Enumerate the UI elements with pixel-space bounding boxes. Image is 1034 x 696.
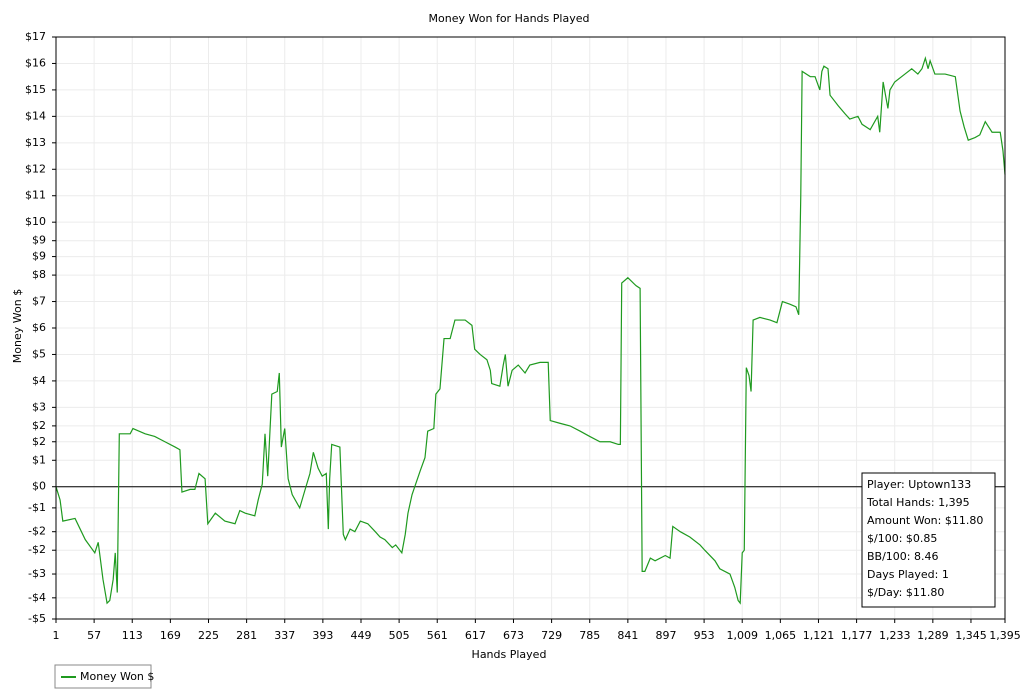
stats-line: $/Day: $11.80: [867, 586, 944, 599]
plot-frame: [55, 36, 1006, 620]
legend: Money Won $: [54, 664, 154, 689]
x-tick-label: 1: [53, 629, 60, 642]
y-tick-label: $14: [25, 109, 46, 122]
legend-label: Money Won $: [80, 670, 154, 683]
y-tick-label: $15: [25, 83, 46, 96]
data-line: [55, 55, 1006, 605]
x-tick-label: 785: [579, 629, 600, 642]
stats-box: Player: Uptown133 Total Hands: 1,395 Amoun…: [861, 472, 996, 608]
x-tick-label: 57: [87, 629, 101, 642]
y-tick-label: $6: [32, 321, 46, 334]
x-tick-label: 953: [694, 629, 715, 642]
x-tick-label: 281: [236, 629, 257, 642]
y-tick-label: $16: [25, 56, 46, 69]
x-tick-label: 1,345: [955, 629, 987, 642]
y-tick-label: $8: [32, 268, 46, 281]
grid: $17$16$15$14$13$12$11$10$9$9$8$7$6$5$4$3…: [25, 30, 1021, 642]
y-axis-label: Money Won $: [11, 289, 24, 363]
y-tick-label: $3: [32, 400, 46, 413]
y-tick-label: $10: [25, 215, 46, 228]
y-tick-label: $2: [32, 435, 46, 448]
x-tick-label: 673: [503, 629, 524, 642]
x-tick-label: 225: [198, 629, 219, 642]
x-tick-label: 1,233: [879, 629, 911, 642]
y-tick-label: $9: [32, 234, 46, 247]
x-tick-label: 1,177: [841, 629, 873, 642]
x-tick-label: 337: [274, 629, 295, 642]
x-tick-label: 561: [427, 629, 448, 642]
y-tick-label: $1: [32, 453, 46, 466]
y-tick-label: $2: [32, 419, 46, 432]
x-tick-label: 1,121: [803, 629, 835, 642]
y-tick-label: $9: [32, 250, 46, 263]
x-tick-label: 449: [350, 629, 371, 642]
plot: [55, 55, 1006, 605]
y-tick-label: $11: [25, 189, 46, 202]
stats-line: Amount Won: $11.80: [867, 514, 983, 527]
stats-frame: [861, 472, 996, 608]
y-tick-label: -$4: [28, 591, 46, 604]
y-tick-label: -$1: [28, 501, 46, 514]
stats-line: Player: Uptown133: [867, 478, 971, 491]
x-tick-label: 505: [389, 629, 410, 642]
x-tick-label: 393: [312, 629, 333, 642]
stats-line: Days Played: 1: [867, 568, 949, 581]
y-tick-label: -$2: [28, 543, 46, 556]
y-tick-label: $4: [32, 374, 46, 387]
x-axis-label: Hands Played: [472, 648, 547, 661]
x-tick-label: 113: [122, 629, 143, 642]
y-tick-label: -$3: [28, 567, 46, 580]
x-tick-label: 841: [617, 629, 638, 642]
x-tick-label: 1,009: [726, 629, 758, 642]
y-tick-label: $7: [32, 295, 46, 308]
chart-title: Money Won for Hands Played: [429, 12, 590, 25]
y-tick-label: $0: [32, 480, 46, 493]
y-tick-label: $12: [25, 162, 46, 175]
stats-line: BB/100: 8.46: [867, 550, 939, 563]
stats-line: Total Hands: 1,395: [866, 496, 970, 509]
y-tick-label: -$2: [28, 525, 46, 538]
x-tick-label: 617: [465, 629, 486, 642]
stats-line: $/100: $0.85: [867, 532, 937, 545]
y-tick-label: $13: [25, 136, 46, 149]
x-tick-label: 1,065: [765, 629, 797, 642]
legend-frame: [54, 664, 152, 689]
x-tick-label: 1,395: [989, 629, 1021, 642]
x-tick-label: 897: [655, 629, 676, 642]
x-tick-label: 169: [160, 629, 181, 642]
y-tick-label: $5: [32, 347, 46, 360]
y-tick-label: -$5: [28, 612, 46, 625]
x-tick-label: 729: [541, 629, 562, 642]
x-tick-label: 1,289: [917, 629, 949, 642]
y-tick-label: $17: [25, 30, 46, 43]
